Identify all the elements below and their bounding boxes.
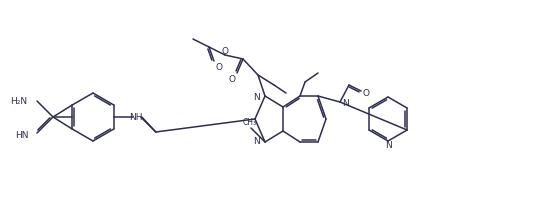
Text: HN: HN (16, 130, 29, 139)
Text: N: N (253, 137, 260, 146)
Text: N: N (342, 98, 349, 107)
Text: O: O (216, 62, 223, 71)
Text: CH₃: CH₃ (243, 118, 257, 127)
Text: NH: NH (129, 113, 142, 122)
Text: O: O (221, 46, 228, 55)
Text: O: O (228, 75, 235, 84)
Text: O: O (363, 89, 370, 98)
Text: N: N (385, 141, 392, 150)
Text: N: N (253, 93, 260, 102)
Text: H₂N: H₂N (10, 97, 27, 106)
